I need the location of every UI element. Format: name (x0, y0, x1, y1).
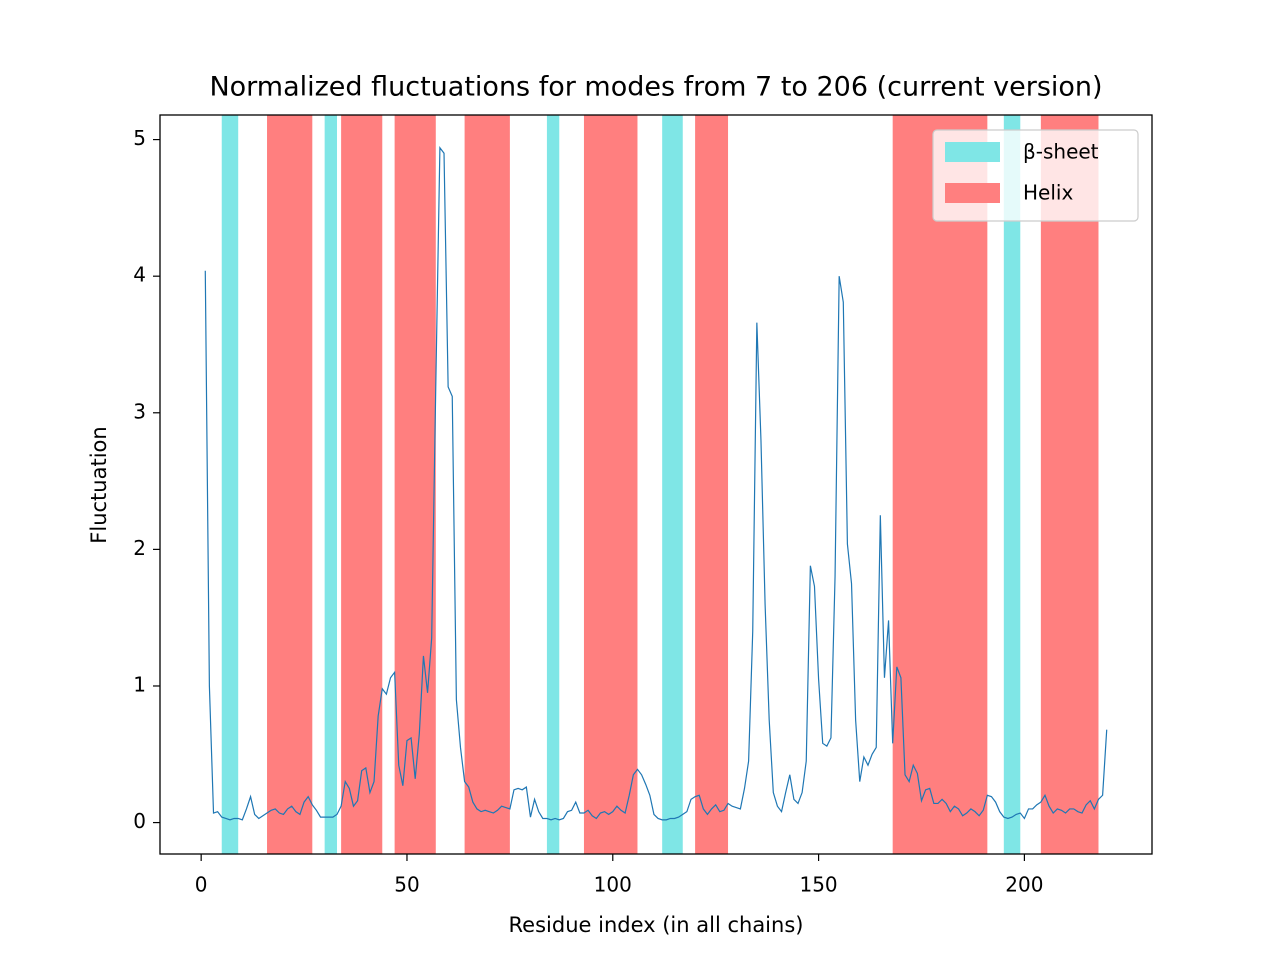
y-tick-label: 2 (133, 536, 146, 560)
x-tick-label: 200 (1005, 873, 1043, 897)
x-tick-label: 100 (594, 873, 632, 897)
x-tick-label: 0 (195, 873, 208, 897)
span (662, 115, 683, 854)
legend-label: β-sheet (1023, 140, 1099, 164)
plot-area (204, 115, 1108, 854)
span (341, 115, 383, 854)
x-tick-label: 50 (394, 873, 419, 897)
span (464, 115, 510, 854)
span (1003, 115, 1021, 854)
y-tick-label: 0 (133, 809, 146, 833)
y-tick-label: 1 (133, 672, 146, 696)
legend-label: Helix (1023, 181, 1073, 205)
span (324, 115, 337, 854)
span (1040, 115, 1099, 854)
span (892, 115, 988, 854)
x-tick-label: 150 (799, 873, 837, 897)
chart-title: Normalized fluctuations for modes from 7… (209, 72, 1102, 103)
span (267, 115, 313, 854)
y-tick-label: 4 (133, 263, 146, 287)
span (695, 115, 729, 854)
y-tick-label: 5 (133, 126, 146, 150)
x-axis-label: Residue index (in all chains) (509, 913, 804, 937)
legend-swatch (945, 142, 1000, 162)
span (546, 115, 560, 854)
y-tick-label: 3 (133, 399, 146, 423)
span (583, 115, 638, 854)
span (394, 115, 436, 854)
span (221, 115, 239, 854)
axes-frame (159, 114, 1153, 855)
legend-swatch (945, 183, 1000, 203)
y-axis-label: Fluctuation (87, 426, 111, 543)
data-line (204, 146, 1108, 821)
